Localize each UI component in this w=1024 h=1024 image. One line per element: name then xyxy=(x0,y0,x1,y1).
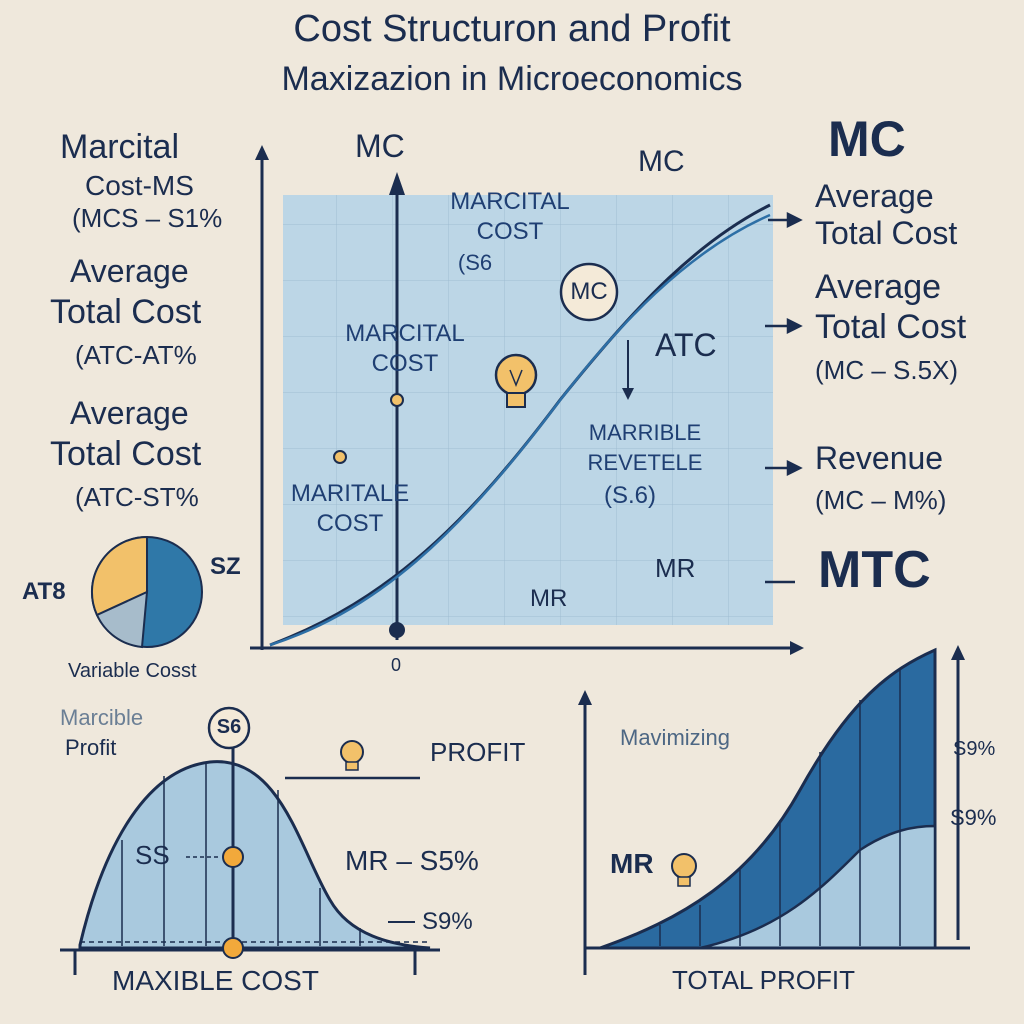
mavimizing-label: Mavimizing xyxy=(620,725,731,750)
maritale-label-2: COST xyxy=(316,510,384,537)
s9-label-bottom-left: S9% xyxy=(422,908,473,935)
axis-top-mid-label: MC xyxy=(638,145,685,178)
maritale-label-1: MARITALE xyxy=(290,480,410,507)
left-label-1: Marcital xyxy=(60,128,180,166)
right-label-7: (MC – M%) xyxy=(815,485,947,515)
main-y-axis-arrow xyxy=(255,145,269,160)
main-x-axis-arrow xyxy=(790,641,804,655)
small-bulb-icon xyxy=(340,740,364,771)
atc-curve xyxy=(269,213,771,647)
marrible-label-1: MARRIBLE xyxy=(588,420,702,445)
right-label-1: Average xyxy=(815,178,934,214)
right-label-2: Total Cost xyxy=(815,215,958,251)
profit-area-bars xyxy=(659,668,901,946)
left-label-7: Average xyxy=(70,395,189,431)
left-label-6: (ATC-AT% xyxy=(75,340,197,370)
bell-dot-upper xyxy=(222,846,244,868)
profit-right-arrow xyxy=(951,645,965,660)
right-pointers xyxy=(765,211,803,584)
mr-mid-label: MR xyxy=(530,585,568,612)
pie-chart xyxy=(90,535,203,649)
bottom-left-label-2: Profit xyxy=(65,735,117,760)
right-label-3: Average xyxy=(815,268,942,306)
box-label-2: COST xyxy=(476,218,544,245)
s9-label-lower: S9% xyxy=(950,805,997,830)
box-label-1: MARCITAL xyxy=(450,188,570,215)
mc-base-dot xyxy=(389,622,405,638)
s6-bubble-label: S6 xyxy=(216,716,242,738)
pie-caption: Variable Cosst xyxy=(68,660,197,682)
bell-curve-area xyxy=(78,760,431,950)
marrible-pointer-head xyxy=(622,388,634,400)
mc-dot xyxy=(390,393,404,407)
marrible-label-2: REVETELE xyxy=(587,450,703,475)
total-profit-caption: TOTAL PROFIT xyxy=(672,965,855,995)
marrible-label-3: (S.6) xyxy=(603,482,656,509)
right-label-6: Revenue xyxy=(815,440,944,476)
s9-label-upper: S9% xyxy=(953,738,996,760)
left-label-8: Total Cost xyxy=(50,435,202,473)
mc-vertical-arrow xyxy=(389,172,405,195)
mr-bulb-icon xyxy=(671,853,697,887)
mr-right-label: MR xyxy=(655,553,696,583)
mr-s5-label: MR – S5% xyxy=(345,845,479,876)
profit-y-arrow xyxy=(578,690,592,705)
right-mtc-label: MTC xyxy=(818,541,931,599)
title-line-2: Maxizazion in Microeconomics xyxy=(281,60,743,98)
left-label-9: (ATC-ST% xyxy=(75,482,199,512)
ss-label: SS xyxy=(135,840,170,870)
right-label-5: (MC – S.5X) xyxy=(815,355,959,385)
axis-top-left-label: MC xyxy=(355,128,405,164)
maxible-cost-caption: MAXIBLE COST xyxy=(112,965,319,996)
mr-bottom-right-label: MR xyxy=(610,848,654,879)
pie-left-label: AT8 xyxy=(22,578,66,605)
mc-bubble-label: MC xyxy=(570,278,608,305)
right-mc-label: MC xyxy=(828,111,906,167)
atc-label: ATC xyxy=(655,327,717,363)
bell-curve-bars xyxy=(121,762,361,946)
left-label-3: (MCS – S1% xyxy=(72,203,223,233)
bell-dot-lower xyxy=(222,937,244,959)
main-chart-grid xyxy=(283,195,773,625)
left-label-4: Average xyxy=(70,253,189,289)
right-label-4: Total Cost xyxy=(815,308,967,346)
maritale-dot xyxy=(333,450,347,464)
title-line-1: Cost Structuron and Profit xyxy=(293,8,731,50)
mc-label-1: MARCITAL xyxy=(345,320,465,347)
mc-label-2: COST xyxy=(371,350,439,377)
lightbulb-icon xyxy=(494,353,538,408)
s6-bubble xyxy=(207,706,251,750)
left-label-2: Cost-MS xyxy=(85,170,194,201)
origin-zero-label: 0 xyxy=(391,655,402,675)
bottom-left-label-1: Marcible xyxy=(60,705,144,730)
mc-bubble xyxy=(559,262,619,322)
profit-label: PROFIT xyxy=(430,737,526,767)
pie-right-label: SZ xyxy=(210,553,241,580)
box-label-3: (S6 xyxy=(457,250,493,275)
left-label-5: Total Cost xyxy=(50,293,202,331)
